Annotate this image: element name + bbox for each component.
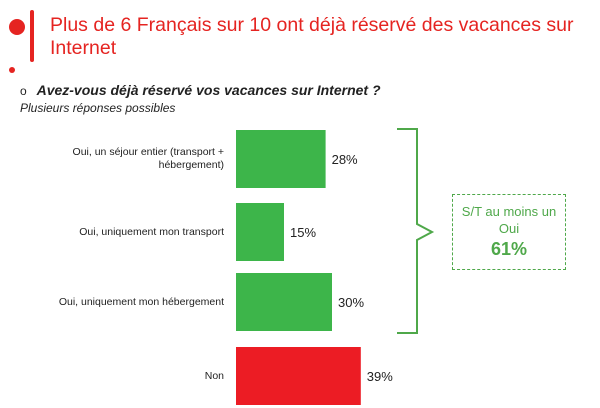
question-text: Avez-vous déjà réservé vos vacances sur … — [36, 82, 381, 98]
summary-box: S/T au moins un Oui 61% — [452, 194, 566, 270]
category-label: Non — [204, 369, 224, 382]
data-label: 28% — [332, 152, 358, 167]
data-label: 15% — [290, 225, 316, 240]
bar — [236, 273, 332, 331]
category-label-box: Oui, uniquement mon hébergement — [58, 295, 224, 308]
category-label: Oui, uniquement mon hébergement — [58, 295, 224, 308]
data-label: 30% — [338, 295, 364, 310]
group-bracket — [397, 128, 435, 334]
summary-value: 61% — [490, 239, 528, 259]
title-decoration-small-dot — [9, 67, 15, 73]
data-label: 39% — [367, 369, 393, 384]
category-label-box: Non — [204, 369, 224, 382]
question: o Avez-vous déjà réservé vos vacances su… — [20, 82, 381, 98]
bar — [236, 203, 284, 261]
bar — [236, 347, 361, 405]
bar — [236, 130, 326, 188]
title-accent-bar — [30, 10, 34, 62]
page-title: Plus de 6 Français sur 10 ont déjà réser… — [50, 14, 574, 59]
question-note: Plusieurs réponses possibles — [20, 101, 176, 115]
summary-label: S/T au moins un Oui — [461, 204, 557, 236]
category-label-box: Oui, un séjour entier (transport + héber… — [72, 146, 224, 171]
title-decoration-dot — [9, 19, 25, 35]
category-label-box: Oui, uniquement mon transport — [79, 225, 224, 238]
question-bullet: o — [20, 84, 27, 98]
category-label: Oui, un séjour entier (transport + héber… — [72, 146, 224, 171]
category-label: Oui, uniquement mon transport — [79, 225, 224, 238]
